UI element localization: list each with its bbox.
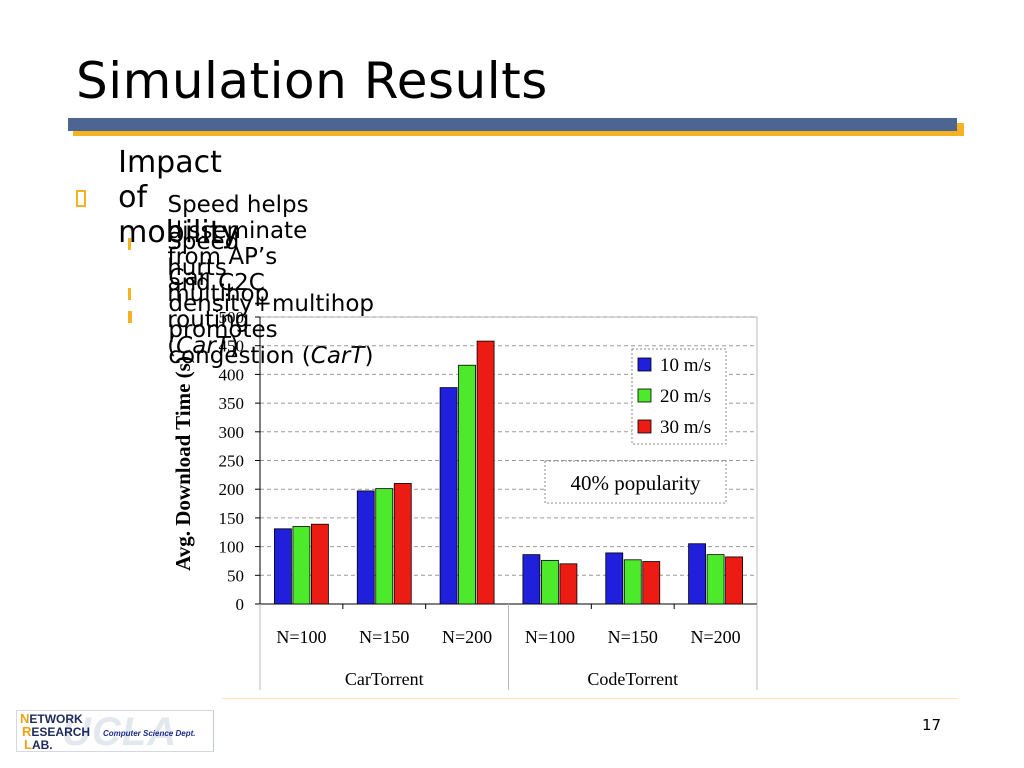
logo-dept: Computer Science Dept. [103,729,196,738]
bar [605,552,624,605]
hollow-square-bullet-icon [76,190,87,207]
page-number: 17 [922,716,942,734]
y-tick-label: 50 [227,566,244,585]
y-tick-label: 250 [219,452,245,471]
logo-watermark: UCLA [62,710,178,754]
annotation-text: 40% popularity [570,471,701,495]
x-tick-label: N=100 [276,627,326,647]
legend-label: 30 m/s [660,417,711,438]
filled-square-bullet-icon [128,288,132,300]
bar [725,556,743,605]
sub-bullet: Car density+multihop promotes congestion… [128,265,382,369]
bar [274,528,292,605]
sub-bullet-text: Car density+multihop promotes congestion… [168,265,375,369]
bar [311,523,329,605]
bullet-main: Impact of mobility [76,145,246,250]
title-bar [68,118,957,131]
sub-bullet: Speed helps disseminate from AP’s and C2… [128,192,316,296]
legend-label: 10 m/s [660,355,711,376]
y-tick-label: 300 [219,423,245,442]
bar [292,526,311,605]
legend-swatch [637,357,652,372]
logo-line-2: RESEARCH [22,724,91,739]
bar [439,387,458,605]
bar [356,490,375,605]
y-axis-label: Avg. Download Time (s) [171,356,195,571]
y-tick-label: 350 [219,394,245,413]
bar [541,559,559,605]
group-label: CodeTorrent [587,669,678,689]
y-tick-label: 0 [236,595,245,614]
annotation-box [544,460,727,504]
bar [642,561,661,605]
y-tick-label: 150 [219,509,245,528]
sub-bullet-text: Speed helps disseminate from AP’s and C2… [167,192,309,296]
group-label: CarTorrent [345,669,424,689]
filled-square-bullet-icon [128,238,132,250]
bar [559,563,578,605]
logo-line-1: NETWORK [20,711,83,726]
bar [688,543,706,605]
x-tick-label: N=200 [442,627,492,647]
bar [393,483,412,605]
legend-swatch [637,419,652,434]
logo-frame [16,710,214,752]
bar [623,559,642,605]
filled-square-bullet-icon [128,311,133,323]
bar [706,554,725,605]
bar [522,554,541,605]
y-tick-label: 200 [219,480,245,499]
legend-label: 20 m/s [660,386,711,407]
x-tick-label: N=150 [608,627,658,647]
y-tick-label: 100 [219,538,245,557]
legend-swatch [637,388,652,403]
bar [458,364,476,605]
x-tick-label: N=200 [691,627,741,647]
x-tick-label: N=100 [525,627,575,647]
bar [375,488,394,605]
y-tick-label: 450 [219,337,245,356]
x-tick-label: N=150 [359,627,409,647]
bar [476,340,495,605]
y-tick-label: 500 [219,308,245,327]
sub-bullet: Speed hurts multihop routing (CarT) [128,229,278,359]
sub-bullet-text: Speed hurts multihop routing (CarT) [167,229,270,359]
slide-title: Simulation Results [76,52,548,110]
lab-logo: UCLA NETWORK RESEARCH LAB. Computer Scie… [10,708,220,758]
bullet-main-text: Impact of mobility [118,145,240,250]
logo-line-3: LAB. [24,737,53,752]
footer-divider [222,698,958,699]
y-tick-label: 400 [219,365,245,384]
